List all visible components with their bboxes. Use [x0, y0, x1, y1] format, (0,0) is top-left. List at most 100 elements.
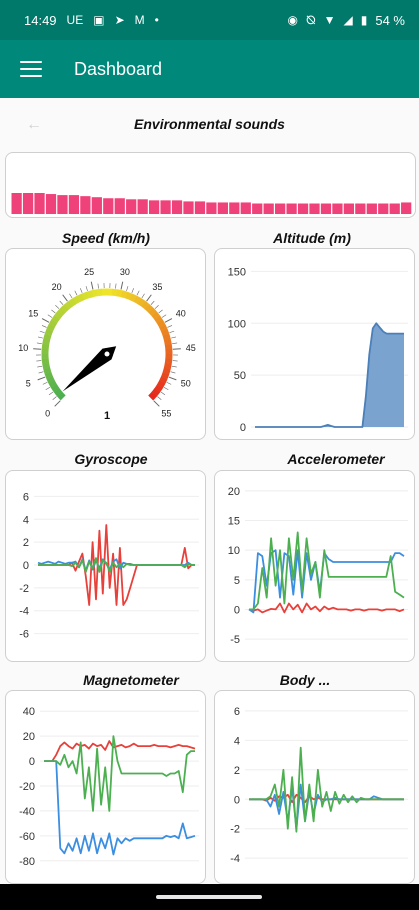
gauge-tick	[97, 283, 99, 289]
y-tick-label: 6	[23, 491, 29, 503]
speed-title: Speed (km/h)	[62, 230, 150, 246]
y-tick-label: -5	[230, 634, 240, 646]
gauge-tick-label: 5	[26, 378, 31, 388]
gauge-arc-segment	[44, 328, 54, 336]
accelerometer-chart: 20 15 10 5 0 -5	[228, 486, 408, 646]
gauge-tick	[172, 342, 178, 344]
gauge-tick	[69, 293, 73, 299]
sound-bar	[229, 202, 240, 214]
series-line	[44, 760, 196, 856]
gauge-tick	[38, 371, 44, 374]
y-tick-label: 2	[234, 765, 240, 777]
sound-bar	[34, 193, 45, 214]
altitude-card: 0 50 100 150	[214, 248, 415, 440]
sound-bar	[91, 197, 102, 214]
sound-bar	[68, 195, 80, 214]
gauge-tick	[47, 314, 53, 318]
wifi-icon: ▼	[323, 13, 336, 27]
y-tick-label: 0	[234, 604, 240, 616]
sound-bar	[309, 203, 320, 214]
gauge-tick-label: 25	[84, 267, 94, 277]
gauge-tick	[120, 281, 124, 290]
accelerometer-card: 20 15 10 5 0 -5	[214, 470, 415, 662]
series-line	[38, 557, 195, 573]
y-tick-label: 0	[23, 560, 29, 572]
sound-bar	[80, 196, 91, 214]
status-carrier: UE	[66, 13, 84, 27]
series-line	[249, 531, 405, 611]
sound-bar	[114, 198, 125, 214]
altitude-chart: 0 50 100 150	[228, 266, 408, 434]
magnetometer-chart: 40 20 0 -20 -40 -60 -80	[19, 706, 199, 868]
sound-bar	[103, 198, 114, 214]
y-tick-label: 20	[228, 486, 240, 498]
sound-bar	[401, 202, 412, 214]
gauge-tick	[51, 309, 56, 314]
y-tick-label: 4	[234, 735, 240, 747]
dashboard-content[interactable]: ← Environmental sounds Speed (km/h) Alti…	[0, 98, 419, 884]
gauge-tick-label: 40	[176, 309, 186, 319]
home-gesture-handle[interactable]	[156, 895, 262, 899]
gauge-arc-segment	[72, 295, 81, 305]
gauge-arc-segment	[159, 376, 168, 384]
y-tick-label: 100	[228, 318, 246, 330]
gauge-arc-segment	[164, 358, 173, 365]
speed-card: 0 5 10 15 20 25 30 35 40 45 50 55 1	[5, 248, 206, 440]
gauge-arc-segment	[151, 311, 161, 320]
battery-percent: 54 %	[375, 12, 405, 28]
y-tick-label: 15	[228, 516, 240, 528]
gauge-arc-segment	[164, 343, 173, 350]
gauge-tick	[90, 281, 94, 290]
y-tick-label: 4	[23, 514, 29, 526]
body-chart: 6 4 2 0 -2 -4	[230, 706, 408, 865]
gauge-tick	[136, 290, 140, 296]
y-tick-label: 0	[234, 794, 240, 806]
teams-icon: ▣	[93, 13, 105, 27]
gauge-tick	[164, 318, 173, 323]
mute-icon: ⦰	[306, 12, 316, 27]
gauge-arc-segment	[41, 343, 50, 350]
back-arrow-icon[interactable]: ←	[26, 116, 42, 133]
gauge-arc-segment	[41, 358, 50, 365]
gauge-arc-segment	[111, 288, 118, 297]
area-fill	[255, 323, 404, 427]
y-tick-label: 40	[23, 706, 35, 718]
sound-bar	[148, 200, 160, 214]
gauge-tick-label: 15	[28, 309, 38, 319]
gauge-tick	[41, 325, 47, 328]
y-tick-label: 150	[228, 266, 246, 278]
y-tick-label: -80	[19, 856, 35, 868]
sound-bar	[355, 203, 366, 214]
send-icon: ➤	[114, 13, 125, 27]
gauge-arc-segment	[57, 391, 66, 401]
gauge-arc-segment	[116, 289, 123, 298]
gauge-arc-segment	[43, 333, 52, 341]
status-time: 14:49	[24, 12, 57, 28]
gauge-arc-segment	[148, 391, 157, 401]
signal-icon: ◢	[343, 13, 353, 27]
gauge-tick	[38, 336, 44, 339]
gauge-tick-label: 45	[186, 343, 196, 353]
sound-bar	[389, 203, 400, 214]
sound-bar	[126, 199, 137, 214]
sound-bar	[297, 203, 309, 214]
gauge-arc-segment	[44, 371, 53, 380]
y-tick-label: 0	[240, 422, 246, 434]
gauge-tick	[62, 294, 68, 302]
gauge-tick	[169, 330, 175, 333]
gauge-arc-segment	[60, 304, 70, 313]
y-tick-label: 5	[234, 575, 240, 587]
hamburger-menu-icon[interactable]	[20, 61, 42, 77]
gauge-tick	[163, 387, 169, 391]
gauge-tick	[146, 294, 152, 302]
sound-bar	[22, 193, 34, 214]
sound-bar	[183, 201, 194, 214]
gauge-tick	[141, 293, 145, 299]
y-tick-label: -60	[19, 831, 35, 843]
gauge-tick	[126, 286, 129, 292]
gauge-value: 1	[104, 410, 110, 422]
gauge-tick	[172, 348, 181, 350]
gauge-tick-label: 10	[18, 343, 28, 353]
gyroscope-chart: 6 4 2 0 -2 -4 -6	[19, 491, 199, 641]
gauge-arc-segment	[51, 315, 60, 324]
